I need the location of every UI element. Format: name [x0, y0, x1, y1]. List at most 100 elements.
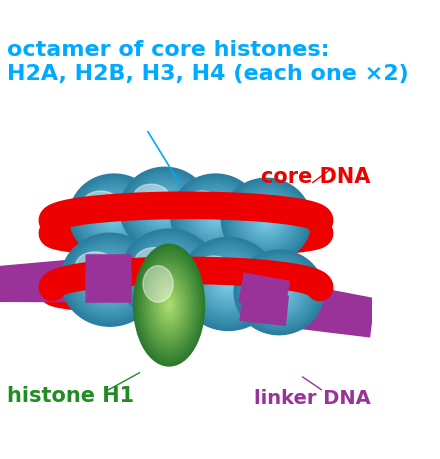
Ellipse shape [235, 196, 271, 221]
Ellipse shape [76, 248, 143, 312]
Ellipse shape [154, 200, 176, 221]
Ellipse shape [150, 258, 187, 293]
Ellipse shape [95, 266, 125, 295]
Ellipse shape [126, 173, 204, 247]
Ellipse shape [160, 267, 178, 285]
Ellipse shape [185, 188, 246, 246]
Ellipse shape [147, 269, 191, 342]
Ellipse shape [213, 270, 244, 299]
Ellipse shape [219, 276, 238, 293]
Ellipse shape [134, 181, 196, 239]
Ellipse shape [162, 207, 168, 213]
Ellipse shape [224, 181, 308, 261]
Ellipse shape [202, 204, 230, 230]
Ellipse shape [70, 242, 150, 318]
Ellipse shape [88, 260, 132, 300]
Ellipse shape [98, 269, 122, 292]
Ellipse shape [185, 244, 271, 325]
Ellipse shape [257, 272, 301, 314]
Ellipse shape [153, 279, 185, 332]
Ellipse shape [82, 254, 137, 306]
Ellipse shape [258, 213, 275, 229]
Ellipse shape [241, 197, 292, 245]
Ellipse shape [129, 238, 209, 313]
Ellipse shape [120, 168, 210, 252]
Ellipse shape [154, 261, 184, 291]
Ellipse shape [167, 302, 171, 309]
Ellipse shape [194, 257, 233, 284]
Ellipse shape [139, 247, 200, 305]
Ellipse shape [149, 272, 189, 339]
Ellipse shape [234, 251, 324, 335]
Ellipse shape [103, 206, 125, 227]
Ellipse shape [100, 204, 128, 230]
Ellipse shape [240, 256, 318, 330]
Ellipse shape [255, 211, 278, 232]
Ellipse shape [79, 251, 140, 309]
Ellipse shape [163, 270, 175, 282]
Ellipse shape [235, 192, 297, 250]
Ellipse shape [120, 230, 218, 322]
Ellipse shape [78, 183, 150, 251]
Ellipse shape [188, 246, 268, 322]
Ellipse shape [216, 273, 241, 296]
Ellipse shape [73, 245, 147, 315]
Ellipse shape [145, 192, 184, 229]
Ellipse shape [126, 235, 212, 317]
Ellipse shape [137, 184, 193, 236]
Ellipse shape [83, 188, 145, 246]
Ellipse shape [151, 197, 179, 223]
Ellipse shape [143, 262, 195, 349]
Ellipse shape [207, 209, 224, 225]
Ellipse shape [193, 196, 238, 238]
Ellipse shape [264, 218, 269, 224]
Ellipse shape [166, 273, 172, 279]
Ellipse shape [155, 282, 183, 329]
Ellipse shape [139, 255, 199, 356]
Ellipse shape [135, 248, 174, 276]
Ellipse shape [182, 241, 274, 328]
Ellipse shape [159, 289, 179, 322]
Ellipse shape [225, 281, 231, 287]
Ellipse shape [142, 258, 197, 353]
Ellipse shape [196, 198, 235, 235]
Ellipse shape [157, 202, 173, 218]
Ellipse shape [260, 274, 299, 311]
Ellipse shape [111, 214, 117, 219]
Ellipse shape [273, 287, 285, 298]
Ellipse shape [157, 264, 181, 287]
Ellipse shape [222, 279, 235, 290]
Ellipse shape [75, 180, 154, 254]
Ellipse shape [271, 285, 287, 301]
Ellipse shape [132, 241, 206, 311]
Ellipse shape [97, 201, 131, 233]
Ellipse shape [81, 185, 148, 248]
Ellipse shape [187, 190, 244, 243]
Ellipse shape [199, 201, 232, 233]
Ellipse shape [131, 179, 198, 242]
Ellipse shape [173, 177, 257, 257]
Ellipse shape [151, 275, 187, 336]
Ellipse shape [76, 252, 115, 280]
Ellipse shape [171, 175, 260, 259]
Ellipse shape [194, 252, 262, 316]
Ellipse shape [254, 269, 304, 317]
Ellipse shape [72, 177, 156, 257]
Ellipse shape [148, 194, 182, 226]
Ellipse shape [134, 245, 205, 366]
Ellipse shape [142, 250, 197, 302]
Ellipse shape [95, 198, 134, 235]
Ellipse shape [252, 208, 280, 234]
Ellipse shape [244, 200, 289, 242]
Ellipse shape [161, 292, 177, 319]
Ellipse shape [64, 237, 156, 324]
Ellipse shape [92, 263, 128, 297]
Ellipse shape [262, 277, 296, 308]
Ellipse shape [143, 189, 187, 231]
Ellipse shape [261, 216, 272, 226]
Ellipse shape [136, 248, 203, 363]
Ellipse shape [85, 257, 135, 303]
Ellipse shape [179, 183, 252, 251]
Ellipse shape [201, 258, 256, 310]
Ellipse shape [268, 282, 290, 303]
